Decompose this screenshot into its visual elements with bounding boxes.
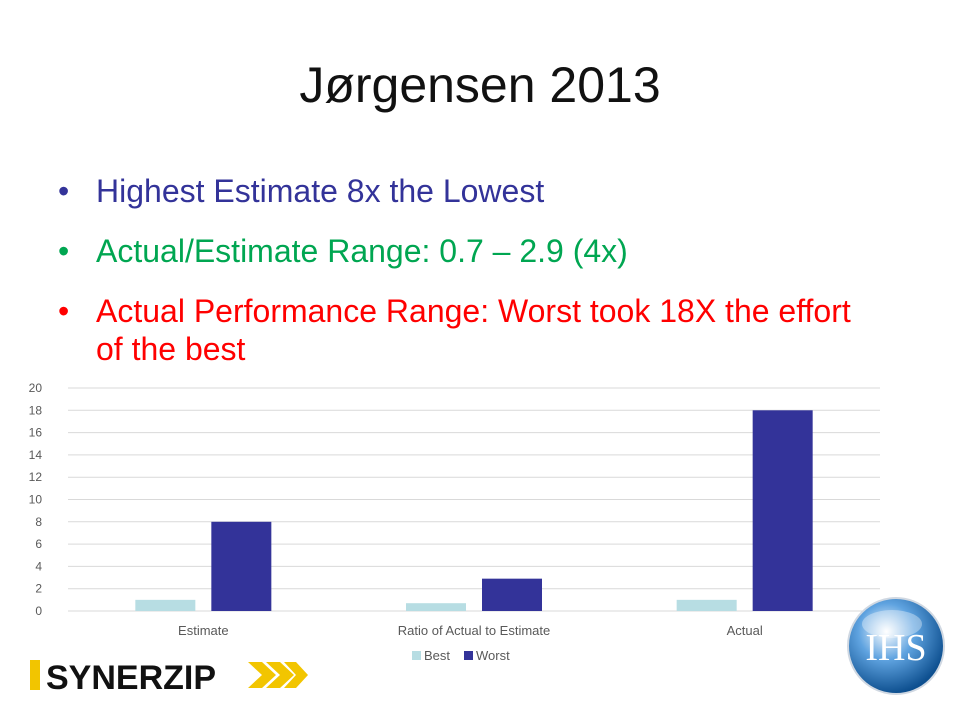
legend-swatch bbox=[464, 651, 473, 660]
legend-swatch bbox=[412, 651, 421, 660]
bar-worst bbox=[482, 578, 542, 611]
bar-best bbox=[676, 599, 737, 611]
x-tick-label: Ratio of Actual to Estimate bbox=[398, 623, 550, 638]
bullet-text: Actual Performance Range: Worst took 18X… bbox=[96, 293, 851, 367]
slide-title: Jørgensen 2013 bbox=[299, 57, 661, 113]
y-tick-label: 10 bbox=[29, 493, 43, 507]
synerzip-logo-text: SYNERZIP bbox=[46, 659, 216, 696]
bar-best bbox=[135, 599, 196, 611]
y-tick-label: 8 bbox=[35, 515, 42, 529]
bullet-item: • Highest Estimate 8x the Lowest bbox=[58, 172, 858, 210]
bullet-dot-icon: • bbox=[58, 173, 70, 209]
ihs-globe-logo: IHS bbox=[847, 597, 945, 695]
y-tick-label: 12 bbox=[29, 470, 43, 484]
bullet-dot-icon: • bbox=[58, 233, 70, 269]
y-tick-label: 14 bbox=[29, 448, 43, 462]
y-tick-label: 0 bbox=[35, 604, 42, 618]
bar-worst bbox=[752, 410, 813, 611]
bullet-item: • Actual/Estimate Range: 0.7 – 2.9 (4x) bbox=[58, 232, 858, 270]
legend-label: Best bbox=[424, 648, 450, 663]
y-tick-label: 6 bbox=[35, 537, 42, 551]
bullet-list: • Highest Estimate 8x the Lowest • Actua… bbox=[58, 172, 858, 390]
x-tick-label: Actual bbox=[727, 623, 763, 638]
bar-best bbox=[406, 603, 466, 611]
synerzip-logo: SYNERZIP bbox=[30, 659, 308, 696]
bullet-text: Highest Estimate 8x the Lowest bbox=[96, 173, 545, 209]
y-tick-label: 4 bbox=[35, 559, 42, 573]
ihs-logo-text: IHS bbox=[865, 627, 926, 669]
y-tick-label: 16 bbox=[29, 426, 43, 440]
bullet-item: • Actual Performance Range: Worst took 1… bbox=[58, 292, 858, 368]
y-tick-label: 2 bbox=[35, 582, 42, 596]
y-tick-label: 18 bbox=[29, 403, 43, 417]
x-tick-label: Estimate bbox=[178, 623, 229, 638]
legend-label: Worst bbox=[476, 648, 510, 663]
bullet-dot-icon: • bbox=[58, 293, 70, 329]
y-tick-label: 20 bbox=[29, 381, 43, 395]
bar-worst bbox=[211, 521, 272, 611]
bullet-text: Actual/Estimate Range: 0.7 – 2.9 (4x) bbox=[96, 233, 628, 269]
